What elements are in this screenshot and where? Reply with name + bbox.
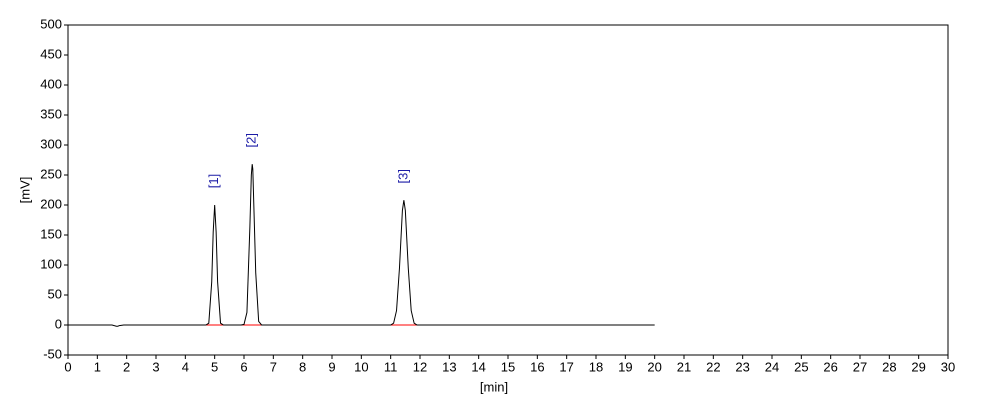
x-tick-label: 6	[240, 359, 247, 374]
x-tick-label: 0	[64, 359, 71, 374]
x-tick-label: 18	[589, 359, 603, 374]
x-tick-label: 3	[152, 359, 159, 374]
x-tick-label: 1	[94, 359, 101, 374]
x-tick-label: 28	[882, 359, 896, 374]
y-tick-label: 300	[40, 136, 62, 151]
y-tick-label: 150	[40, 226, 62, 241]
x-tick-label: 17	[559, 359, 573, 374]
x-tick-label: 9	[328, 359, 335, 374]
x-tick-label: 14	[471, 359, 485, 374]
y-tick-label: 200	[40, 196, 62, 211]
peak-label: [3]	[395, 169, 410, 183]
plot-frame	[67, 24, 949, 356]
x-tick-label: 24	[765, 359, 779, 374]
x-tick-label: 8	[299, 359, 306, 374]
x-tick-label: 10	[354, 359, 368, 374]
x-tick-label: 29	[911, 359, 925, 374]
x-tick-label: 16	[530, 359, 544, 374]
x-tick-label: 4	[182, 359, 189, 374]
y-tick-label: 450	[40, 46, 62, 61]
y-tick-label: 0	[55, 316, 62, 331]
x-tick-label: 21	[677, 359, 691, 374]
x-tick-label: 27	[853, 359, 867, 374]
x-tick-label: 19	[618, 359, 632, 374]
x-tick-label: 7	[270, 359, 277, 374]
y-tick-label: -50	[43, 346, 62, 361]
x-axis-label: [min]	[480, 379, 508, 394]
x-tick-label: 13	[442, 359, 456, 374]
x-tick-label: 25	[794, 359, 808, 374]
x-tick-label: 26	[823, 359, 837, 374]
y-axis-label: [mV]	[17, 177, 32, 204]
y-tick-label: 50	[48, 286, 62, 301]
x-tick-label: 20	[647, 359, 661, 374]
y-tick-label: 500	[40, 16, 62, 31]
x-tick-label: 22	[706, 359, 720, 374]
y-tick-label: 400	[40, 76, 62, 91]
y-tick-label: 350	[40, 106, 62, 121]
y-tick-label: 250	[40, 166, 62, 181]
x-tick-label: 5	[211, 359, 218, 374]
peak-label: [1]	[206, 174, 221, 188]
x-tick-label: 15	[501, 359, 515, 374]
peak-label: [2]	[244, 133, 259, 147]
x-tick-label: 11	[384, 359, 398, 374]
x-tick-label: 2	[123, 359, 130, 374]
x-tick-label: 23	[735, 359, 749, 374]
y-tick-label: 100	[40, 256, 62, 271]
trace-line	[68, 164, 655, 327]
x-tick-label: 12	[413, 359, 427, 374]
x-tick-label: 30	[941, 359, 955, 374]
